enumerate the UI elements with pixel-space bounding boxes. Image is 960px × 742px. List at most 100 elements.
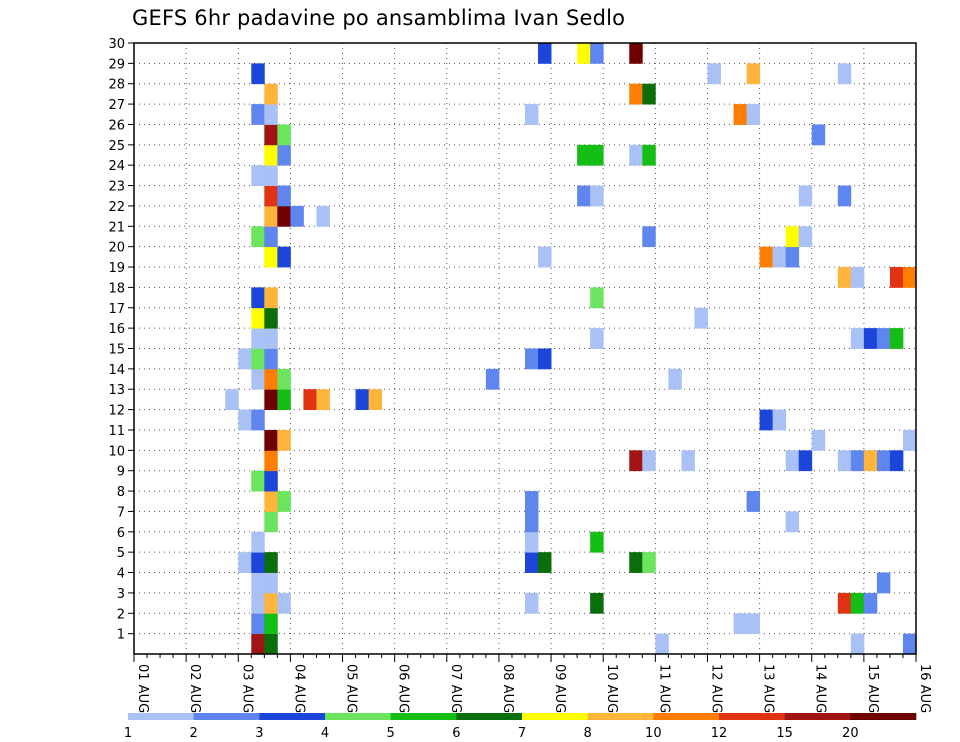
y-tick-label: 4 [117, 567, 125, 582]
heatmap-cell [264, 205, 278, 227]
legend-label: 3 [255, 726, 263, 741]
heatmap-cell [264, 470, 278, 492]
legend-swatch [390, 713, 457, 720]
heatmap-cells [225, 43, 917, 655]
heatmap-cell [264, 368, 278, 390]
heatmap-cell [746, 63, 760, 85]
heatmap-cell [889, 450, 904, 472]
heatmap-cell [251, 409, 265, 431]
heatmap-cell [355, 389, 369, 410]
heatmap-cell [798, 450, 813, 472]
heatmap-cell [277, 205, 291, 227]
legend-label: 4 [321, 726, 329, 741]
legend-swatch [325, 713, 391, 720]
heatmap-cell [590, 592, 604, 614]
heatmap-cell [642, 226, 656, 248]
legend-label: 7 [518, 726, 526, 741]
heatmap-cell [746, 613, 760, 635]
heatmap-cell [277, 368, 291, 390]
heatmap-cell [290, 205, 304, 227]
y-tick-label: 27 [108, 98, 125, 113]
heatmap-cell [303, 389, 317, 410]
heatmap-cell [251, 368, 265, 390]
heatmap-cell [902, 267, 917, 288]
heatmap-cell [863, 328, 878, 349]
heatmap-cell [525, 348, 539, 370]
heatmap-cell [629, 83, 643, 105]
y-tick-label: 2 [117, 607, 125, 622]
y-tick-label: 17 [108, 302, 125, 317]
y-tick-label: 26 [108, 118, 125, 133]
heatmap-cell [251, 287, 265, 309]
x-tick-label: 03 AUG [239, 664, 254, 713]
heatmap-cell [642, 144, 656, 166]
heatmap-cell [655, 633, 669, 655]
heatmap-cell [251, 165, 265, 186]
y-tick-label: 9 [117, 465, 125, 480]
heatmap-cell [863, 592, 878, 614]
heatmap-cell [264, 246, 278, 268]
heatmap-cell [837, 63, 852, 85]
x-tick-label: 07 AUG [448, 664, 463, 713]
heatmap-cell [668, 368, 682, 390]
heatmap-cell [264, 592, 278, 614]
heatmap-cell [590, 185, 604, 207]
heatmap-cell [681, 450, 695, 472]
heatmap-cell [251, 633, 265, 655]
heatmap-cell [642, 83, 656, 105]
legend-swatch [850, 713, 917, 720]
heatmap-cell [538, 43, 552, 64]
x-tick-label: 02 AUG [187, 664, 202, 713]
heatmap-cell [577, 43, 591, 64]
x-tick-label: 01 AUG [135, 664, 150, 713]
y-tick-label: 1 [117, 628, 125, 643]
heatmap-cell [251, 348, 265, 370]
heatmap-cell [525, 592, 539, 614]
heatmap-cell [238, 409, 252, 431]
heatmap-cell [316, 205, 330, 227]
y-tick-label: 25 [108, 139, 125, 154]
heatmap-cell [863, 450, 878, 472]
heatmap-cell [785, 511, 800, 533]
heatmap-cell [264, 144, 278, 166]
heatmap-cell [251, 63, 265, 85]
heatmap-cell [264, 328, 278, 349]
heatmap-cell [902, 633, 917, 655]
y-tick-label: 12 [108, 404, 125, 419]
heatmap-cell [785, 246, 800, 268]
y-axis: 1234567891011121314151617181920212223242… [108, 37, 134, 643]
heatmap-cell [251, 592, 265, 614]
chart-title: GEFS 6hr padavine po ansamblima Ivan Sed… [132, 6, 626, 30]
heatmap-cell [577, 185, 591, 207]
heatmap-cell [902, 429, 917, 451]
x-tick-label: 09 AUG [552, 664, 567, 713]
legend-swatch [522, 713, 588, 720]
y-tick-label: 14 [108, 363, 125, 378]
heatmap-cell [251, 328, 265, 349]
heatmap-cell [850, 592, 865, 614]
heatmap-cell [277, 246, 291, 268]
heatmap-cell [889, 267, 904, 288]
heatmap-cell [316, 389, 330, 410]
y-tick-label: 30 [108, 37, 125, 52]
heatmap-cell [590, 531, 604, 553]
heatmap-cell [850, 450, 865, 472]
heatmap-cell [264, 450, 278, 472]
heatmap-cell [642, 552, 656, 573]
y-tick-label: 21 [108, 220, 125, 235]
heatmap-cell [277, 429, 291, 451]
heatmap-cell [264, 287, 278, 309]
x-tick-label: 13 AUG [761, 664, 776, 713]
heatmap-cell [590, 144, 604, 166]
heatmap-cell [264, 389, 278, 410]
heatmap-cell [264, 83, 278, 105]
heatmap-cell [798, 226, 813, 248]
heatmap-cell [277, 185, 291, 207]
heatmap-cell [251, 104, 265, 125]
heatmap-cell [277, 592, 291, 614]
heatmap-cell [837, 450, 852, 472]
y-tick-label: 7 [117, 505, 125, 520]
heatmap-cell [590, 287, 604, 309]
legend-swatch [128, 713, 194, 720]
heatmap-cell [277, 144, 291, 166]
